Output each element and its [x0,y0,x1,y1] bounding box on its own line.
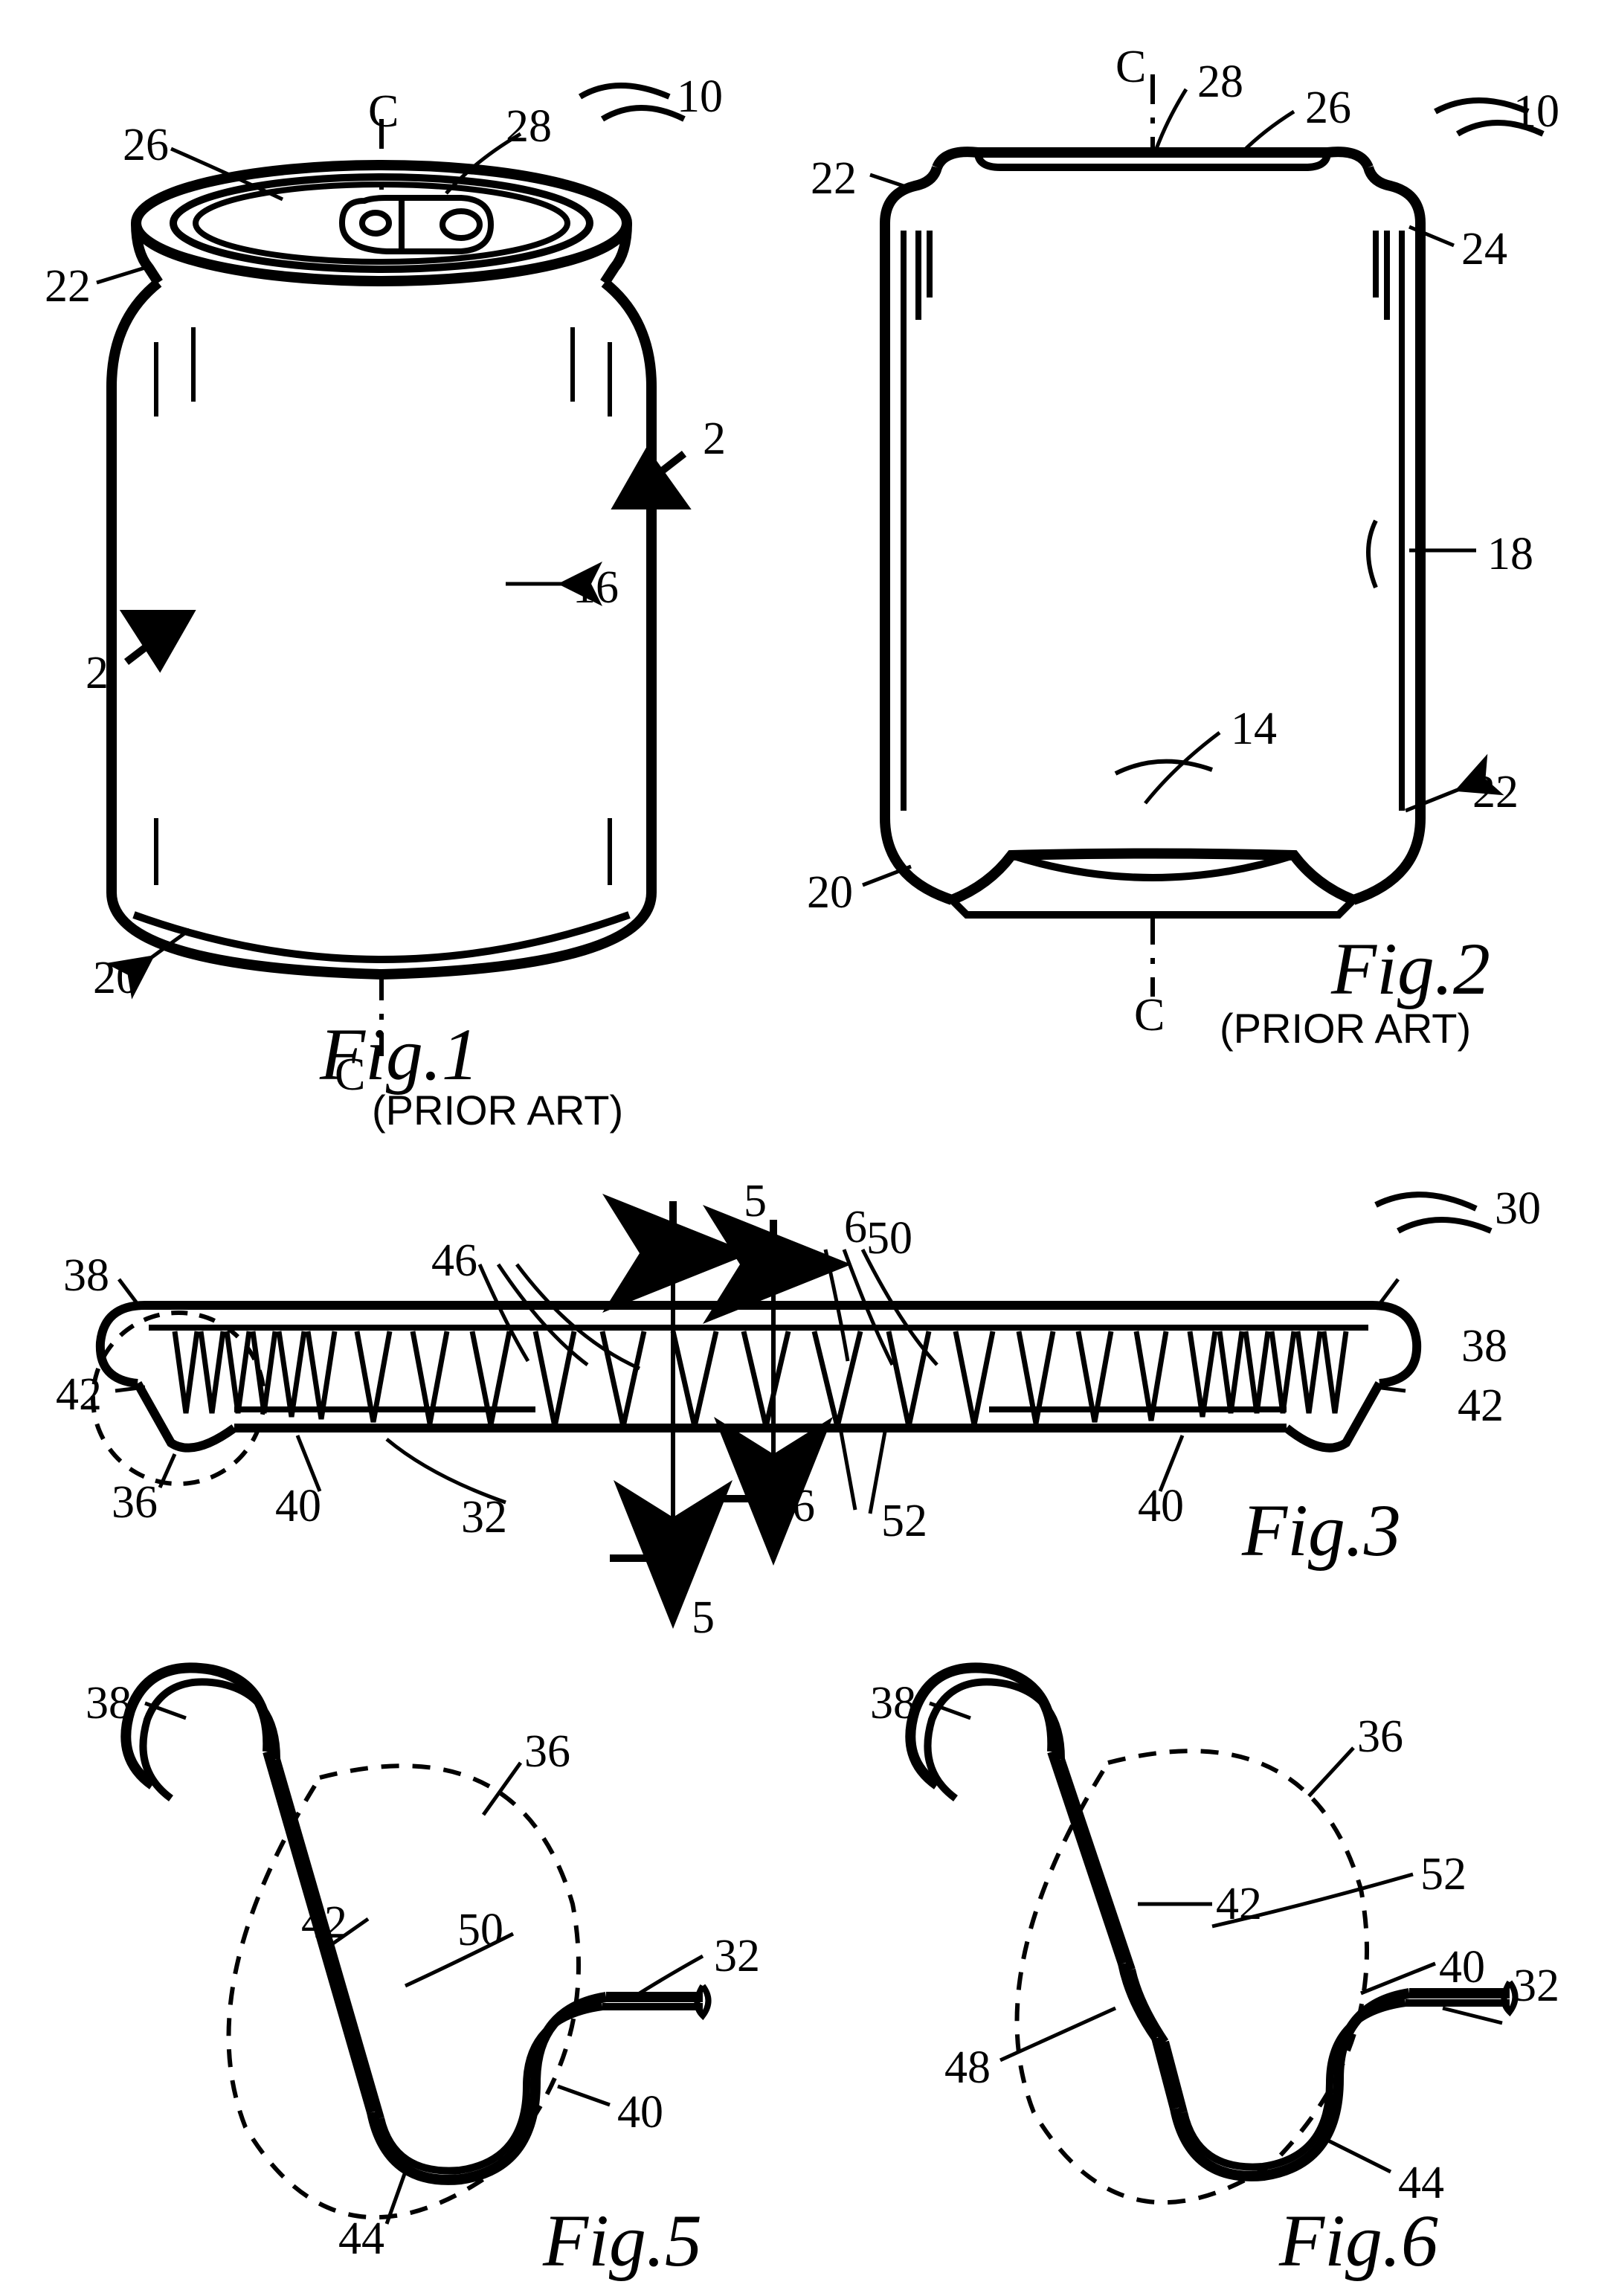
fig2-caption: Fig.2 [1331,926,1490,1012]
fig2-ref-24: 24 [1461,223,1507,276]
fig5-group [126,1668,708,2224]
fig6-ref-48: 48 [944,2042,991,2094]
fig1-ref-10: 10 [677,71,723,123]
fig5-ref-38: 38 [86,1677,132,1730]
fig3-ref-46: 46 [431,1235,477,1287]
fig6-ref-40: 40 [1439,1941,1485,1994]
fig6-caption: Fig.6 [1279,2198,1438,2283]
fig3-ref-38r: 38 [1461,1320,1507,1373]
fig2-prior-art: (PRIOR ART) [1220,1004,1471,1052]
fig2-ref-10: 10 [1513,86,1559,138]
fig1-ref-16: 16 [573,562,619,614]
fig3-caption: Fig.3 [1242,1488,1401,1573]
fig3-ref-30: 30 [1495,1183,1541,1235]
fig2-ref-20: 20 [807,866,853,919]
fig2-ref-14: 14 [1231,703,1277,756]
fig1-ref-20: 20 [93,952,139,1005]
fig6-ref-42: 42 [1216,1878,1262,1931]
fig5-ref-32: 32 [714,1930,760,1983]
fig3-ref-36: 36 [112,1476,158,1529]
fig1-section-2a: 2 [703,413,726,466]
fig1-axis-c-top: C [368,86,399,138]
fig3-ref-42r: 42 [1458,1380,1504,1432]
fig3-ref-52: 52 [881,1495,927,1548]
fig5-ref-36: 36 [524,1726,570,1778]
fig1-ref-22: 22 [45,260,91,313]
fig3-ref-40r: 40 [1138,1480,1184,1533]
fig1-prior-art: (PRIOR ART) [372,1086,623,1134]
fig1-caption: Fig.1 [320,1012,479,1097]
fig3-ref-40l: 40 [275,1480,321,1533]
fig3-sec6-bot: 6 [792,1480,815,1533]
fig5-ref-50: 50 [457,1904,503,1957]
fig3-sec5-top: 5 [744,1175,767,1228]
fig2-ref-26: 26 [1305,82,1351,135]
fig2-ref-22b: 22 [1472,766,1519,819]
fig2-ref-28: 28 [1197,56,1243,109]
fig1-ref-28: 28 [506,100,552,153]
fig3-ref-38l: 38 [63,1250,109,1302]
fig2-group [863,74,1543,997]
patent-drawing [0,0,1613,2296]
fig5-ref-44: 44 [338,2213,384,2266]
fig5-ref-42: 42 [301,1897,347,1949]
fig5-caption: Fig.5 [543,2198,702,2283]
fig2-ref-18: 18 [1487,528,1533,581]
fig6-ref-36: 36 [1357,1711,1403,1763]
fig3-sec6-top: 6 [844,1201,867,1254]
fig1-ref-26: 26 [123,119,169,172]
fig3-ref-32: 32 [461,1491,507,1544]
fig6-group [910,1668,1515,2202]
fig2-axis-c-top: C [1115,41,1146,94]
fig6-ref-38: 38 [870,1677,916,1730]
fig3-ref-42l: 42 [56,1369,102,1421]
fig3-sec5-bot: 5 [692,1592,715,1644]
fig2-axis-c-bot: C [1134,989,1165,1042]
fig1-section-2b: 2 [86,647,109,700]
fig6-ref-32: 32 [1513,1960,1559,2013]
fig2-ref-22t: 22 [811,152,857,205]
fig5-ref-40: 40 [617,2086,663,2139]
fig3-ref-50: 50 [866,1212,912,1265]
fig6-ref-52: 52 [1420,1848,1466,1901]
